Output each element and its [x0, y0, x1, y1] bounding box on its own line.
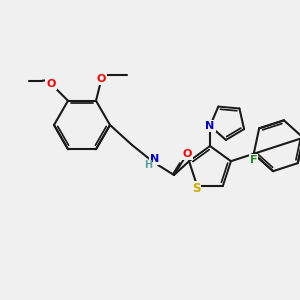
Text: S: S	[192, 182, 200, 195]
Text: O: O	[96, 74, 106, 84]
Text: O: O	[46, 79, 56, 89]
Text: N: N	[206, 121, 214, 131]
Text: O: O	[182, 149, 192, 159]
Text: H: H	[144, 160, 152, 170]
Text: N: N	[150, 154, 160, 164]
Text: F: F	[250, 155, 257, 165]
